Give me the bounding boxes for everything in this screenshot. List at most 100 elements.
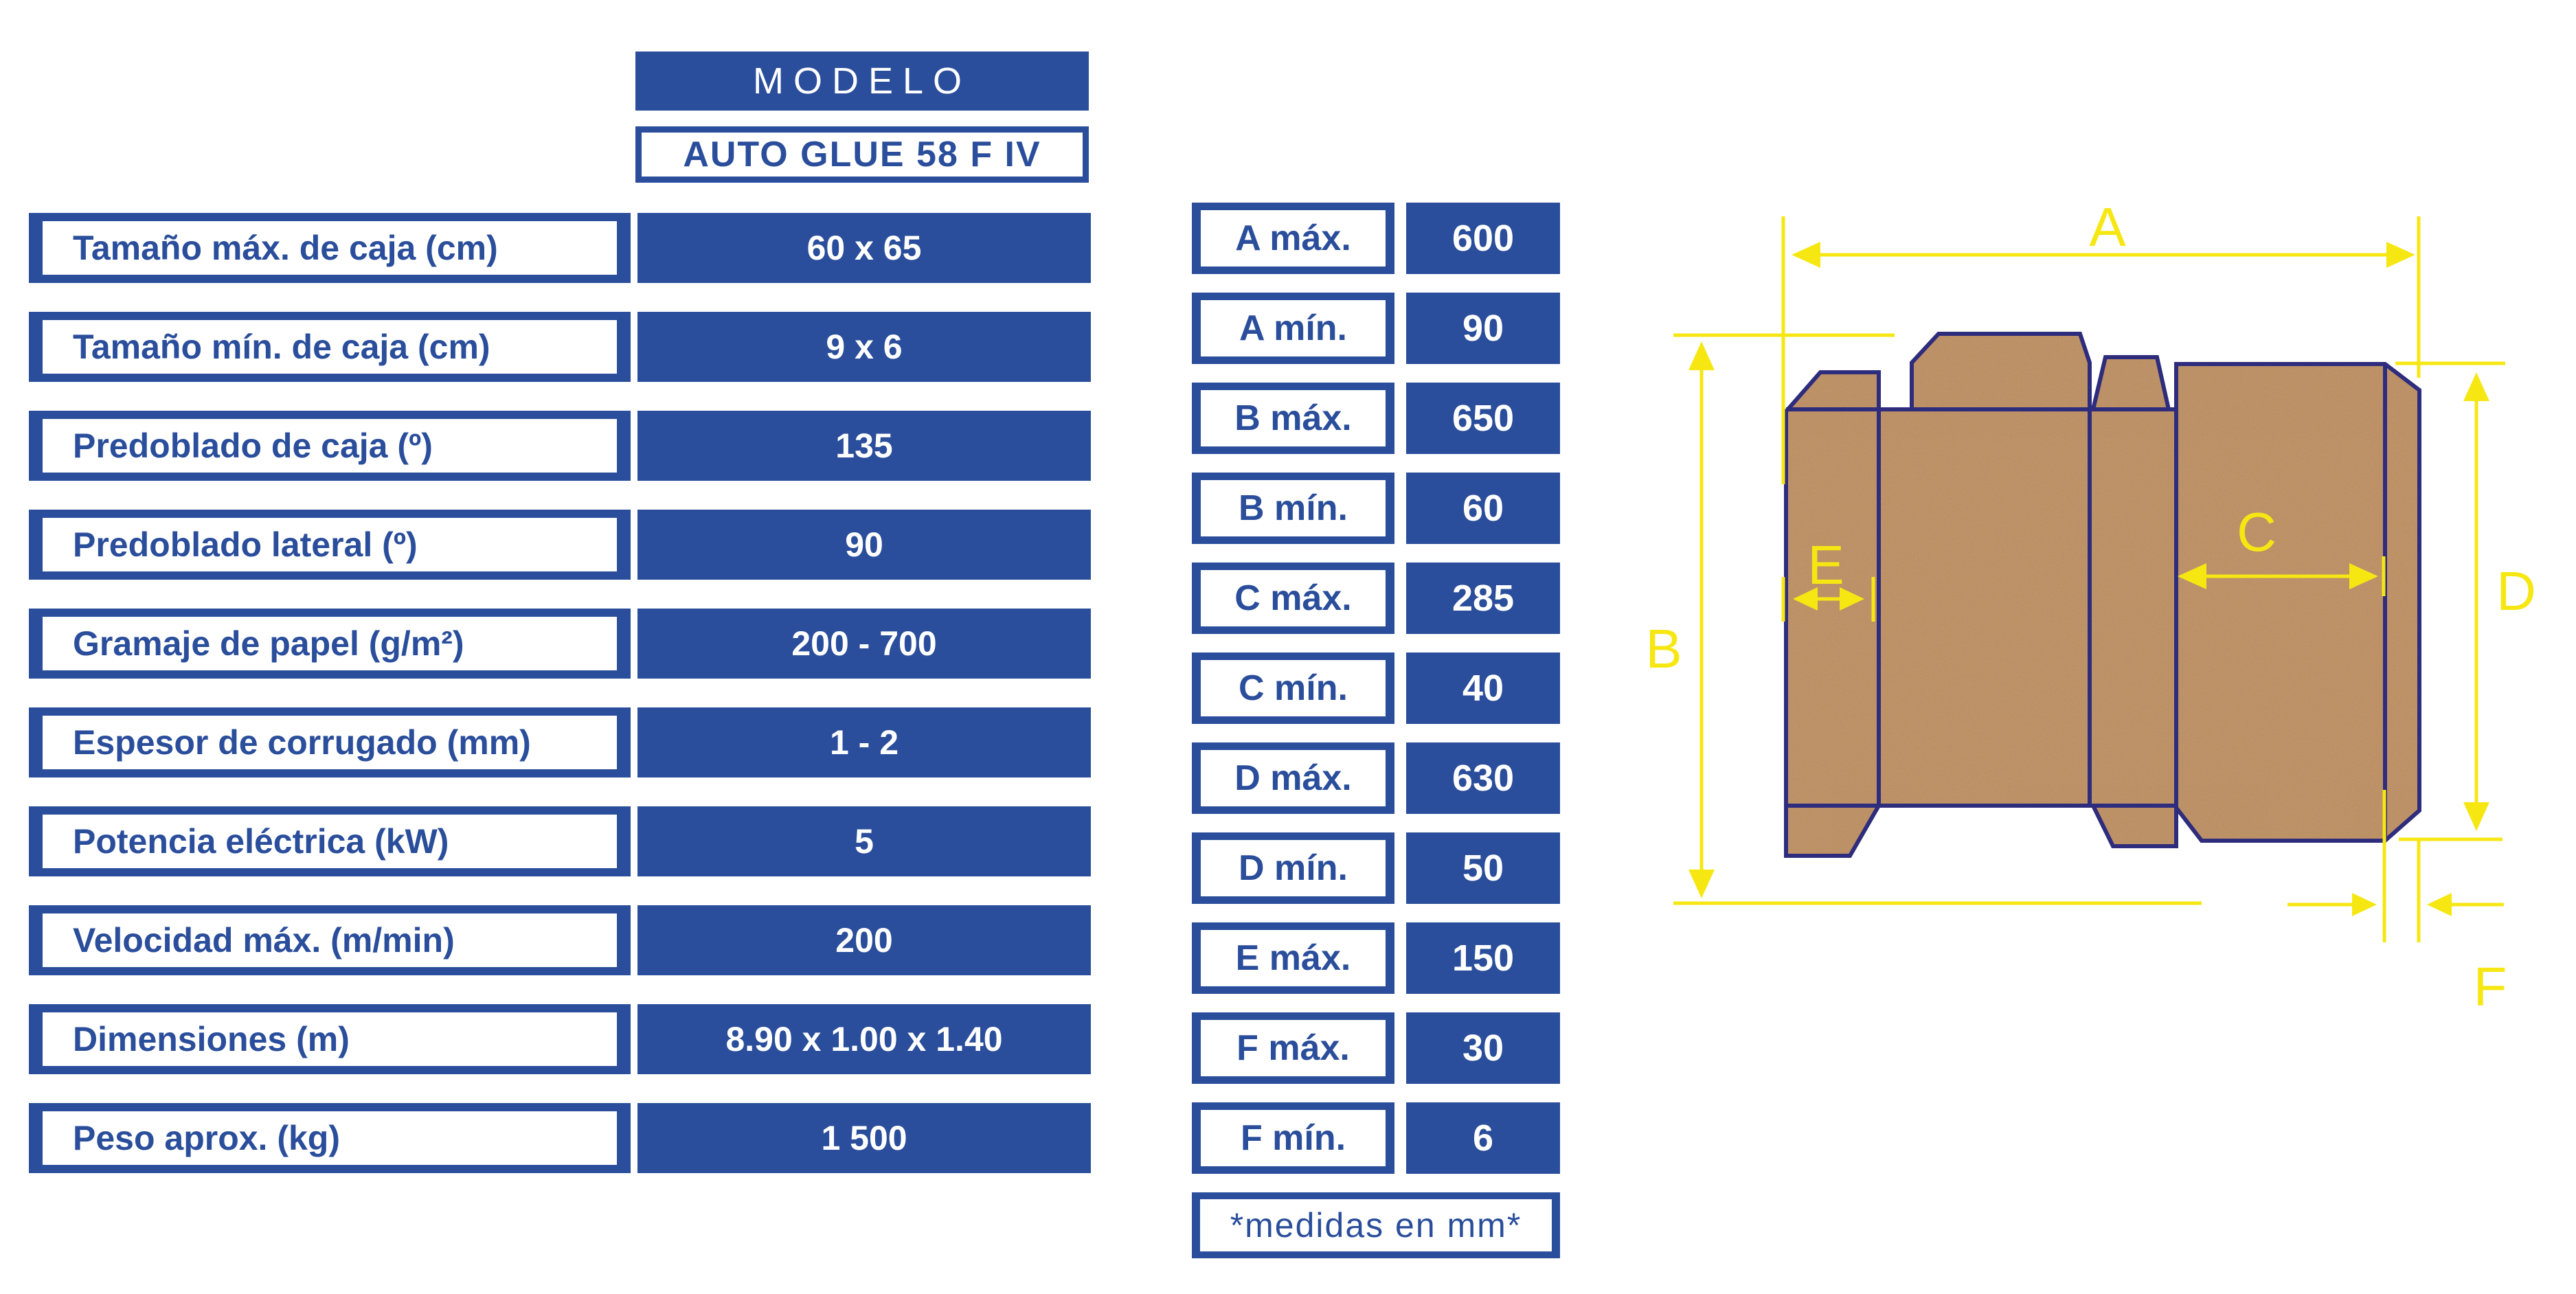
dim-label: F mín.: [1201, 1110, 1386, 1166]
dim-label-box: B máx.: [1192, 383, 1394, 454]
dim-label-box: F máx.: [1192, 1012, 1394, 1084]
dim-row: B máx. 650: [1192, 383, 1560, 454]
spec-label: Predoblado de caja (º): [43, 419, 617, 473]
dim-label-box: D mín.: [1192, 832, 1394, 904]
spec-row: Peso aprox. (kg) 1 500: [29, 1103, 1091, 1173]
modelo-header: MODELO: [635, 52, 1089, 111]
spec-label-box: Predoblado de caja (º): [29, 411, 631, 481]
spec-value: 8.90 x 1.00 x 1.40: [637, 1004, 1091, 1074]
machine-spec-table: Tamaño máx. de caja (cm) 60 x 65 Tamaño mí…: [29, 213, 1091, 1202]
dim-value: 90: [1406, 293, 1560, 364]
spec-label: Gramaje de papel (g/m²): [43, 617, 617, 670]
dim-label-box: A mín.: [1192, 293, 1394, 364]
spec-value: 9 x 6: [637, 312, 1091, 382]
dim-value: 150: [1406, 922, 1560, 994]
spec-row: Espesor de corrugado (mm) 1 - 2: [29, 707, 1091, 777]
dim-row: C mín. 40: [1192, 652, 1560, 724]
spec-row: Predoblado lateral (º) 90: [29, 510, 1091, 580]
spec-value: 135: [637, 411, 1091, 481]
dim-label: B mín.: [1201, 480, 1386, 536]
spec-label: Dimensiones (m): [43, 1012, 617, 1066]
spec-label-box: Peso aprox. (kg): [29, 1103, 631, 1173]
dim-label: A mín.: [1201, 300, 1386, 356]
spec-row: Dimensiones (m) 8.90 x 1.00 x 1.40: [29, 1004, 1091, 1074]
spec-label: Velocidad máx. (m/min): [43, 913, 617, 967]
dim-label-box: A máx.: [1192, 203, 1394, 274]
dim-label-box: C máx.: [1192, 563, 1394, 634]
dim-label-box: C mín.: [1192, 652, 1394, 724]
dimension-arrowheads: [1688, 242, 2489, 916]
spec-row: Tamaño mín. de caja (cm) 9 x 6: [29, 312, 1091, 382]
dim-value: 630: [1406, 742, 1560, 814]
spec-label: Tamaño mín. de caja (cm): [43, 320, 617, 374]
cardboard-fill: [1786, 334, 2419, 856]
flap-top-small: [2091, 355, 2171, 410]
model-name-box: AUTO GLUE 58 F IV: [635, 126, 1089, 183]
spec-row: Tamaño máx. de caja (cm) 60 x 65: [29, 213, 1091, 283]
dim-label: A máx.: [1201, 210, 1386, 266]
dimension-limits-table: A máx. 600 A mín. 90 B máx. 650 B mín. 60 C máx.…: [1192, 203, 1560, 1258]
model-name: AUTO GLUE 58 F IV: [642, 133, 1083, 177]
dim-row: B mín. 60: [1192, 473, 1560, 544]
dim-label: D máx.: [1201, 750, 1386, 806]
dim-row: D mín. 50: [1192, 832, 1560, 904]
spec-label: Tamaño máx. de caja (cm): [43, 221, 617, 275]
dim-label: C mín.: [1201, 660, 1386, 716]
spec-label-box: Dimensiones (m): [29, 1004, 631, 1074]
dim-row: E máx. 150: [1192, 922, 1560, 994]
dim-label: E máx.: [1201, 930, 1386, 986]
dim-value: 50: [1406, 832, 1560, 904]
dim-label-B: B: [1645, 618, 1682, 679]
dim-value: 650: [1406, 383, 1560, 454]
spec-label: Peso aprox. (kg): [43, 1111, 617, 1165]
spec-label: Espesor de corrugado (mm): [43, 716, 617, 769]
dim-row: A máx. 600: [1192, 203, 1560, 274]
spec-value: 90: [637, 510, 1091, 580]
spec-row: Potencia eléctrica (kW) 5: [29, 806, 1091, 876]
dim-label: F máx.: [1201, 1020, 1386, 1076]
dim-label: D mín.: [1201, 840, 1386, 896]
dim-value: 600: [1406, 203, 1560, 274]
spec-row: Predoblado de caja (º) 135: [29, 411, 1091, 481]
dim-label-D: D: [2496, 560, 2536, 622]
spec-label-box: Potencia eléctrica (kW): [29, 806, 631, 876]
dim-label: C máx.: [1201, 570, 1386, 626]
spec-row: Gramaje de papel (g/m²) 200 - 700: [29, 609, 1091, 679]
dimension-labels: A B C D E F: [1645, 196, 2536, 1017]
dim-row: F mín. 6: [1192, 1102, 1560, 1174]
spec-label-box: Espesor de corrugado (mm): [29, 707, 631, 777]
dim-value: 6: [1406, 1102, 1560, 1174]
flap-top-large: [1910, 332, 2092, 409]
spec-label-box: Gramaje de papel (g/m²): [29, 609, 631, 679]
spec-label: Potencia eléctrica (kW): [43, 815, 617, 868]
dim-label-box: F mín.: [1192, 1102, 1394, 1174]
spec-value: 1 500: [637, 1103, 1091, 1173]
spec-value: 5: [637, 806, 1091, 876]
units-footnote-box: *medidas en mm*: [1192, 1192, 1560, 1258]
dim-value: 40: [1406, 652, 1560, 724]
dim-row: D máx. 630: [1192, 742, 1560, 814]
dim-value: 30: [1406, 1012, 1560, 1084]
spec-value: 200: [637, 905, 1091, 975]
dim-label-box: E máx.: [1192, 922, 1394, 994]
units-footnote: *medidas en mm*: [1200, 1199, 1552, 1251]
dim-label-F: F: [2474, 956, 2507, 1017]
dim-label: B máx.: [1201, 390, 1386, 446]
dim-label-A: A: [2089, 196, 2126, 258]
dim-value: 60: [1406, 473, 1560, 544]
box-blank-diagram: A B C D E F: [1645, 196, 2536, 1017]
spec-value: 1 - 2: [637, 707, 1091, 777]
dim-row: C máx. 285: [1192, 563, 1560, 634]
flap-bottom-small: [2090, 804, 2178, 848]
dim-label-C: C: [2237, 501, 2276, 563]
dim-label-box: B mín.: [1192, 473, 1394, 544]
dim-label-box: D máx.: [1192, 742, 1394, 814]
dim-value: 285: [1406, 563, 1560, 634]
dim-row: F máx. 30: [1192, 1012, 1560, 1084]
spec-label-box: Tamaño máx. de caja (cm): [29, 213, 631, 283]
spec-value: 200 - 700: [637, 609, 1091, 679]
panel-right: [2174, 362, 2421, 843]
die-cut-outlines: [1784, 332, 2421, 858]
spec-label-box: Tamaño mín. de caja (cm): [29, 312, 631, 382]
spec-label-box: Predoblado lateral (º): [29, 510, 631, 580]
